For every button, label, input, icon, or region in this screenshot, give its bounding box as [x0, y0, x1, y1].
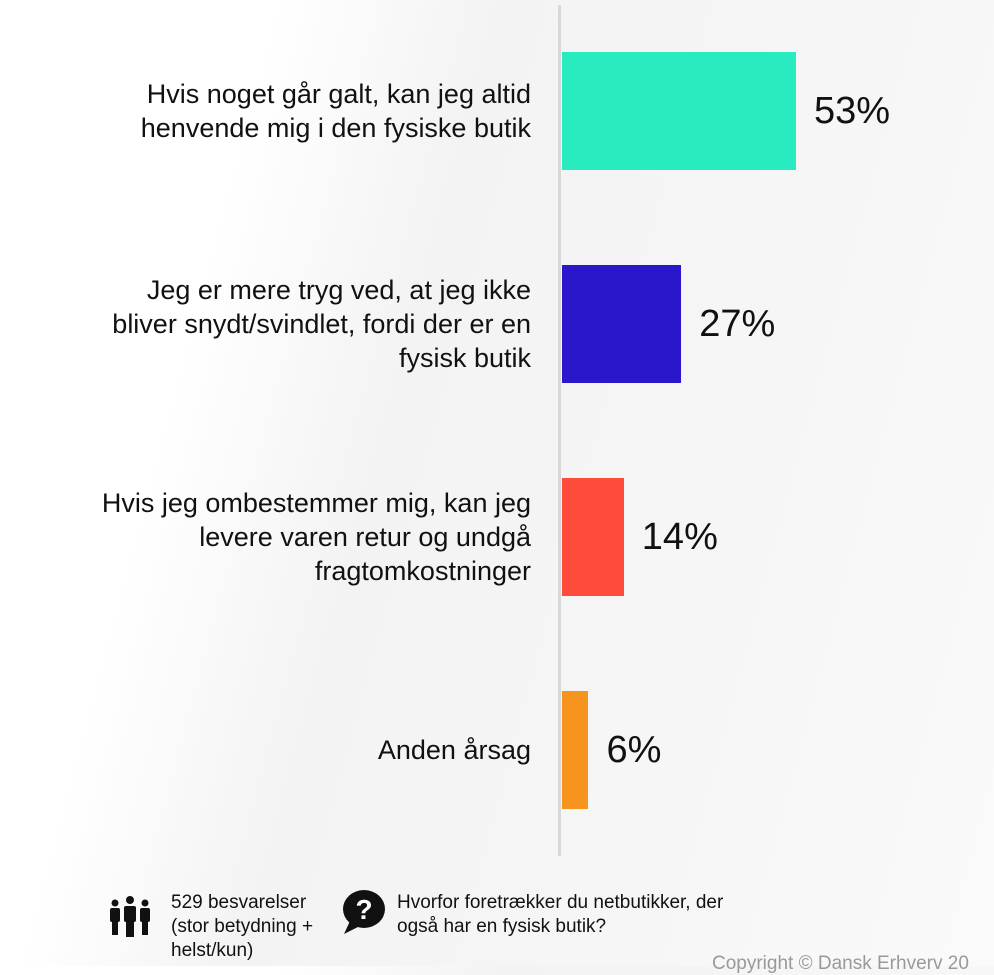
category-label: Jeg er mere tryg ved, at jeg ikke bliver… — [112, 275, 531, 373]
bar — [562, 265, 682, 383]
people-icon — [108, 895, 152, 946]
copyright: Copyright © Dansk Erhverv 20 — [712, 953, 969, 974]
bar — [562, 691, 589, 809]
category-label: Hvis jeg ombestemmer mig, kan jeg levere… — [101, 488, 531, 586]
value-label: 27% — [699, 303, 776, 345]
bar — [562, 478, 624, 596]
svg-text:?: ? — [355, 894, 372, 925]
category-label: Anden årsag — [377, 735, 531, 765]
category-label: Hvis noget går galt, kan jeg altid henve… — [140, 79, 531, 143]
question-icon: ? — [340, 888, 386, 943]
value-label: 14% — [641, 516, 718, 558]
value-label: 6% — [606, 729, 662, 771]
responses-note: 529 besvarelser (stor betydning + helst/… — [171, 892, 314, 961]
survey-question: Hvorfor foretrækker du netbutikker, der … — [397, 892, 724, 937]
bar — [562, 52, 796, 170]
value-label: 53% — [813, 90, 891, 132]
chart-axis-line — [558, 5, 561, 856]
